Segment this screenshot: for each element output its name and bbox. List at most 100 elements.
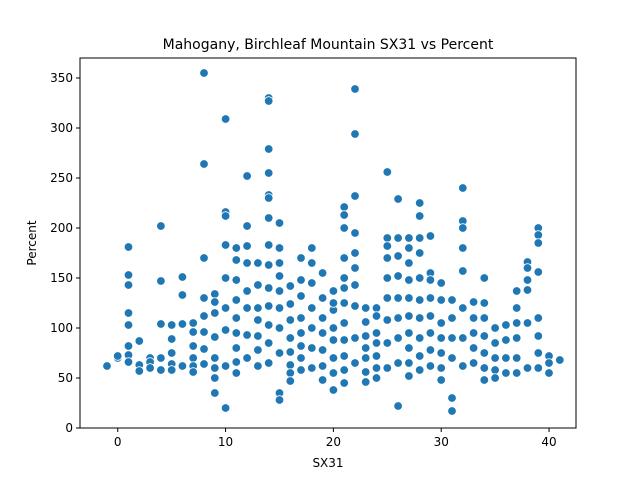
- data-point: [393, 313, 403, 323]
- data-point: [393, 333, 403, 343]
- data-point: [123, 320, 134, 330]
- data-point: [188, 327, 198, 337]
- data-point: [274, 323, 285, 333]
- data-point: [231, 295, 242, 305]
- data-point: [188, 367, 198, 377]
- data-point: [393, 194, 403, 204]
- data-point: [512, 286, 522, 296]
- data-point: [285, 333, 296, 343]
- data-point: [102, 361, 112, 371]
- data-point: [512, 333, 522, 343]
- data-point: [436, 375, 446, 385]
- data-point: [296, 353, 306, 363]
- data-point: [533, 238, 544, 248]
- data-point: [425, 311, 436, 321]
- y-tick-label: 300: [50, 121, 73, 135]
- data-point: [166, 365, 177, 375]
- data-point: [264, 144, 274, 154]
- data-point: [522, 285, 533, 295]
- data-point: [350, 248, 360, 258]
- data-point: [274, 243, 285, 253]
- data-point: [382, 273, 393, 283]
- data-point: [361, 317, 371, 327]
- data-point: [264, 96, 274, 106]
- data-point: [361, 303, 371, 313]
- data-point: [415, 351, 425, 361]
- data-point: [264, 240, 274, 250]
- data-point: [404, 233, 414, 243]
- y-tick-label: 100: [50, 321, 73, 335]
- data-point: [371, 311, 382, 321]
- y-tick-label: 50: [58, 371, 73, 385]
- data-point: [285, 315, 296, 325]
- data-point: [199, 327, 209, 337]
- data-point: [479, 375, 490, 385]
- data-point: [231, 357, 242, 367]
- data-point: [501, 353, 511, 363]
- data-point: [166, 348, 177, 358]
- data-point: [231, 328, 242, 338]
- data-point: [533, 267, 544, 277]
- data-point: [220, 325, 231, 335]
- data-point: [425, 275, 436, 285]
- data-point: [253, 345, 263, 355]
- x-tick-label: 0: [114, 435, 122, 449]
- data-point: [350, 228, 360, 238]
- data-point: [296, 275, 306, 285]
- data-point: [458, 333, 468, 343]
- data-point: [425, 345, 436, 355]
- data-point: [425, 361, 436, 371]
- data-point: [339, 298, 349, 308]
- data-point: [339, 318, 349, 328]
- data-point: [382, 253, 393, 263]
- data-point: [544, 358, 554, 368]
- data-point: [307, 303, 317, 313]
- data-point: [220, 361, 231, 371]
- data-point: [436, 348, 446, 358]
- data-point: [512, 368, 522, 378]
- data-point: [382, 293, 393, 303]
- data-point: [361, 367, 371, 377]
- data-point: [479, 313, 490, 323]
- data-point: [210, 363, 220, 373]
- data-point: [264, 260, 274, 270]
- data-point: [393, 401, 403, 411]
- data-point: [404, 311, 414, 321]
- data-point: [415, 313, 425, 323]
- data-point: [166, 334, 177, 344]
- data-point: [458, 361, 468, 371]
- x-tick-label: 40: [541, 435, 556, 449]
- data-point: [328, 368, 339, 378]
- data-point: [307, 343, 317, 353]
- data-point: [339, 223, 349, 233]
- data-point: [156, 353, 166, 363]
- data-point: [339, 351, 349, 361]
- data-point: [415, 211, 425, 221]
- data-point: [134, 366, 145, 376]
- plot-area-frame: [79, 57, 577, 429]
- data-point: [242, 241, 252, 251]
- data-point: [328, 385, 339, 395]
- data-point: [264, 168, 274, 178]
- x-tick-label: 30: [434, 435, 449, 449]
- data-point: [350, 129, 360, 139]
- data-point: [415, 333, 425, 343]
- data-point: [501, 320, 511, 330]
- data-point: [404, 328, 414, 338]
- data-point: [296, 365, 306, 375]
- data-point: [123, 270, 134, 280]
- data-point: [479, 273, 490, 283]
- data-point: [522, 363, 533, 373]
- data-point: [468, 343, 479, 353]
- data-point: [210, 388, 220, 398]
- data-point: [555, 355, 565, 365]
- data-point: [285, 281, 296, 291]
- data-point: [285, 299, 296, 309]
- data-point: [393, 293, 403, 303]
- data-point: [123, 308, 134, 318]
- data-point: [296, 341, 306, 351]
- data-point: [112, 351, 123, 361]
- data-point: [393, 358, 403, 368]
- data-point: [468, 297, 479, 307]
- data-point: [317, 293, 328, 303]
